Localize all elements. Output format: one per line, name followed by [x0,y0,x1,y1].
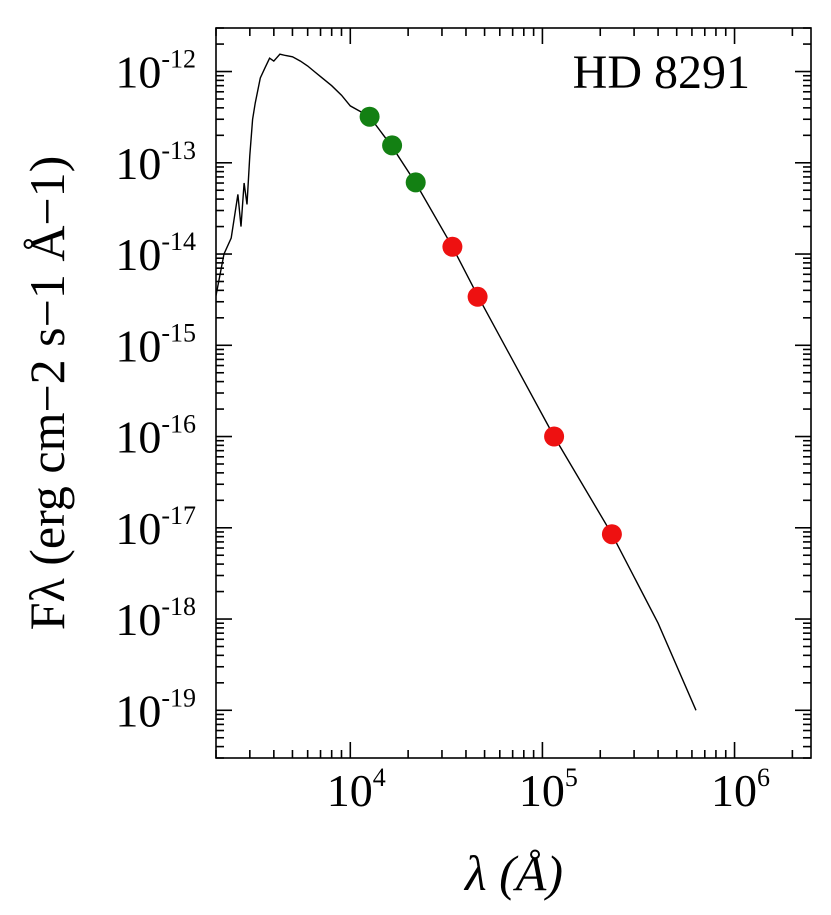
y-tick-label-7: 10-19 [115,683,196,736]
y-tick-label-2: 10-14 [115,227,196,280]
photometry-point-2-2 [544,426,565,447]
photometry-point-2-3 [601,524,622,545]
photometry-point-2-1 [467,286,488,307]
y-tick-label-1: 10-13 [115,136,196,189]
plot-area [216,53,697,711]
photometry-point-2-0 [442,236,463,257]
axis-ticks [215,27,811,759]
photometry-point-1-1 [382,135,403,156]
y-axis-label: Fλ (erg cm−2 s−1 Å−1) [19,156,75,631]
y-tick-label-0: 10-12 [115,45,196,98]
plot-frame [215,27,812,759]
x-axis-label: λ (Å) [463,845,563,901]
y-tick-label-6: 10-18 [115,592,196,645]
y-tick-label-5: 10-17 [115,501,196,554]
photometry-point-1-0 [359,106,380,127]
x-tick-label-2: 106 [711,763,770,816]
tick-labels: 10-12 10-13 10-14 10-15 10-16 10-17 10-18 10-19… [115,45,770,817]
model-spectrum-line [216,53,697,711]
star-name-annotation: HD 8291 [573,46,750,99]
x-tick-label-1: 105 [519,763,578,816]
y-tick-label-3: 10-15 [115,318,196,371]
x-tick-label-0: 104 [327,763,386,816]
y-tick-label-4: 10-16 [115,410,196,463]
photometry-point-1-2 [405,172,426,193]
